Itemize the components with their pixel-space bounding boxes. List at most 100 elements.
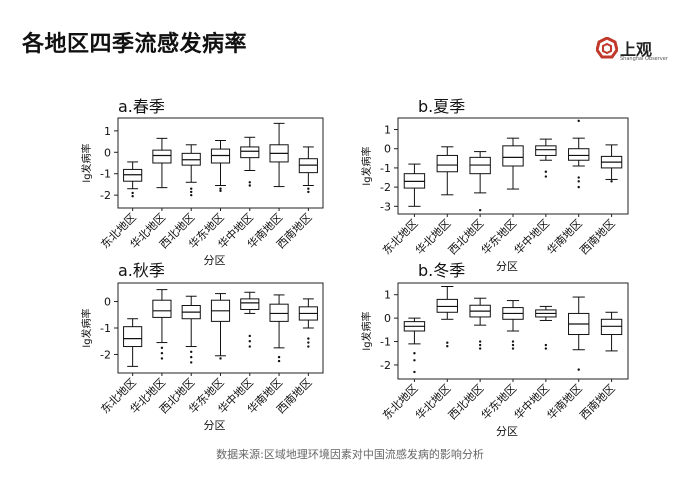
box-7	[600, 311, 623, 352]
page-title: 各地区四季流感发病率	[22, 32, 248, 57]
outlier-point	[478, 343, 482, 347]
chart-panel-3: a.秋季-2-10lg发病率东北地区华北地区西北地区华东地区华中地区华南地区西南…	[80, 261, 324, 432]
outlier-point	[219, 187, 222, 190]
chart-title: b.冬季	[418, 261, 465, 280]
x-tick-label: 西北地区	[446, 217, 486, 257]
box-7	[298, 146, 318, 194]
outlier-point	[190, 187, 193, 190]
outlier-point	[610, 180, 613, 183]
box-iqr	[240, 146, 260, 159]
outlier-point	[307, 190, 310, 194]
box-6	[269, 294, 289, 363]
box-2	[436, 146, 458, 196]
box-5	[535, 138, 557, 178]
outlier-point	[446, 345, 449, 348]
y-tick-label: 0	[384, 143, 391, 156]
logo-subtext: Shanghai Observer	[620, 56, 668, 62]
x-tick-label: 华中地区	[511, 216, 552, 257]
box-iqr	[568, 148, 590, 161]
box-iqr	[502, 145, 524, 167]
x-tick-label: 西南地区	[577, 382, 617, 422]
x-tick-label: 华东地区	[478, 216, 519, 257]
box-2	[436, 286, 458, 348]
chart-panel-2: b.夏季 -3 -2 -1 0 1 lg发病率东北地区华北地区西北地区华东地区华中地区华南地…	[360, 97, 629, 273]
outlier-point	[190, 193, 193, 197]
box-3	[469, 151, 491, 212]
outlier-point	[248, 181, 251, 184]
outlier-point	[160, 346, 164, 350]
logo: 上观 Shanghai Observer	[596, 34, 688, 64]
source-note: 数据来源:区域地理环境因素对中国流感发病的影响分析	[216, 448, 484, 461]
y-tick-label: 0	[104, 146, 111, 159]
y-tick-label: -1	[100, 168, 111, 181]
outlier-point	[511, 340, 515, 343]
box-3	[469, 297, 491, 350]
box-iqr	[152, 299, 172, 318]
outlier-point	[131, 191, 134, 195]
x-tick-label: 华南地区	[544, 216, 585, 257]
outlier-point	[544, 175, 548, 178]
logo-mark-icon	[596, 37, 618, 59]
box-3	[181, 295, 201, 364]
y-tick-label: 0	[104, 296, 111, 309]
box-3	[181, 144, 201, 197]
box-5	[240, 291, 260, 348]
outlier-point	[446, 341, 449, 344]
x-tick-label: 华北地区	[412, 381, 453, 422]
outlier-point	[577, 119, 580, 123]
x-tick-label: 华北地区	[412, 216, 453, 257]
box-1	[403, 317, 426, 374]
y-axis-label: lg发病率	[360, 146, 373, 185]
y-tick-label: -1	[380, 336, 391, 349]
chart-panel-1: a.春季-2-101lg发病率东北地区华北地区西北地区华东地区华中地区华南地区西…	[80, 97, 324, 267]
box-5	[535, 305, 557, 350]
outlier-point	[577, 368, 580, 371]
x-tick-label: 华东地区	[478, 381, 519, 422]
x-axis-label: 分区	[204, 254, 226, 267]
y-axis-label: lg发病率	[360, 311, 373, 350]
y-tick-label: -2	[100, 348, 111, 361]
box-6	[568, 296, 590, 371]
box-iqr	[436, 154, 458, 173]
box-7	[298, 298, 318, 348]
outlier-point	[307, 345, 310, 348]
outlier-point	[577, 180, 580, 183]
outlier-point	[307, 187, 310, 190]
x-axis-label: 分区	[204, 419, 226, 432]
outlier-point	[131, 195, 134, 198]
y-axis-label: lg发病率	[80, 308, 93, 347]
outlier-point	[478, 208, 482, 212]
chart-title: b.夏季	[418, 97, 465, 116]
outlier-point	[248, 184, 251, 187]
box-4	[502, 300, 524, 350]
box-iqr	[535, 145, 557, 156]
box-iqr	[152, 149, 172, 164]
box-1	[403, 163, 426, 207]
x-tick-label: 华南地区	[544, 381, 585, 422]
chart-title: a.秋季	[118, 261, 165, 280]
outlier-point	[413, 370, 416, 374]
x-tick-label: 东北地区	[380, 382, 420, 422]
box-1	[123, 161, 143, 198]
outlier-point	[277, 359, 281, 363]
box-4	[210, 293, 231, 360]
outlier-point	[577, 176, 580, 179]
y-tick-label: 1	[104, 125, 111, 138]
outlier-point	[190, 355, 193, 359]
outlier-point	[478, 340, 482, 343]
outlier-point	[160, 357, 164, 360]
outlier-point	[219, 189, 222, 193]
x-tick-label: 华中地区	[511, 381, 552, 422]
y-tick-label: -2	[380, 181, 391, 194]
box-6	[269, 122, 289, 188]
y-tick-label: 1	[384, 289, 391, 302]
box-4	[502, 137, 524, 190]
outlier-point	[219, 357, 222, 360]
box-6	[568, 119, 590, 189]
y-tick-label: -2	[380, 359, 391, 372]
y-tick-label: -3	[380, 200, 391, 213]
box-iqr	[269, 303, 289, 322]
y-tick-label: 0	[384, 312, 391, 325]
outlier-point	[511, 343, 515, 347]
